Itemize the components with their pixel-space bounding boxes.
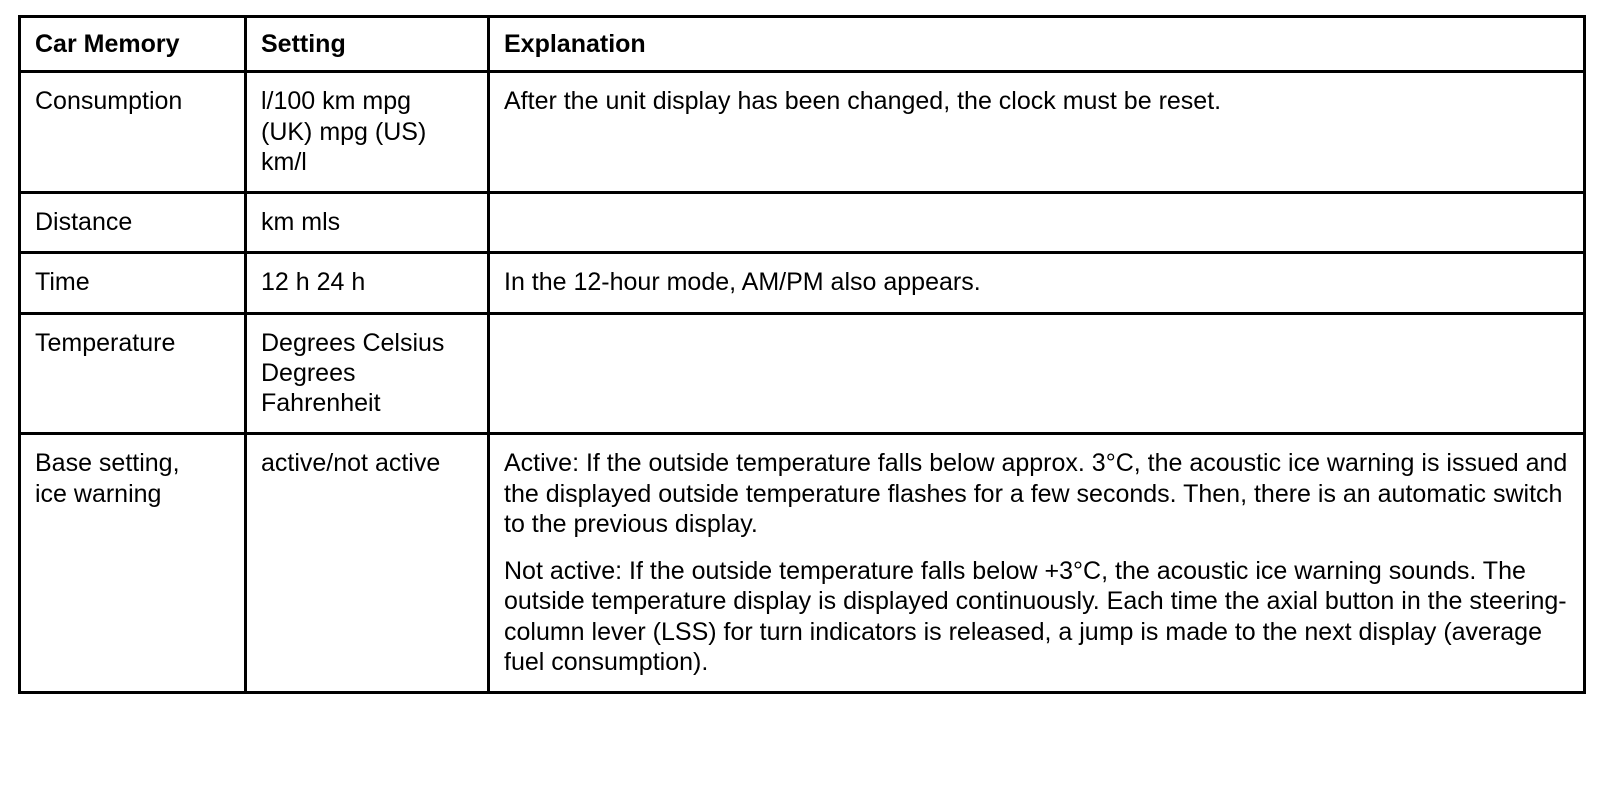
table-row: Distance km mls	[18, 190, 1586, 255]
cell-explanation: Active: If the outside temperature falls…	[487, 432, 1586, 694]
explanation-paragraph: In the 12-hour mode, AM/PM also appears.	[504, 268, 981, 297]
cell-setting: 12 h 24 h	[244, 251, 490, 315]
cell-car-memory: Time	[18, 251, 247, 315]
explanation-paragraph: After the unit display has been changed,…	[504, 87, 1222, 116]
column-header-explanation: Explanation	[487, 14, 1586, 74]
explanation-paragraph: Not active: If the outside temperature f…	[504, 557, 1567, 676]
table-header-row: Car Memory Setting Explanation	[18, 14, 1586, 74]
cell-setting: Degrees Celsius Degrees Fahrenheit	[244, 311, 490, 436]
setting-line: Fahrenheit	[261, 389, 381, 417]
table-row: Consumption l/100 km mpg (UK) mpg (US) k…	[18, 70, 1586, 194]
setting-line: km/l	[261, 147, 307, 176]
car-memory-settings-table: Car Memory Setting Explanation Consumpti…	[18, 14, 1586, 694]
cell-car-memory: Temperature	[18, 311, 247, 436]
column-header-car-memory: Car Memory	[18, 14, 247, 74]
setting-line: l/100 km mpg	[261, 87, 412, 116]
cell-explanation: After the unit display has been changed,…	[487, 70, 1586, 194]
cell-car-memory: Base setting, ice warning	[18, 432, 247, 694]
car-memory-line: ice warning	[35, 479, 162, 508]
setting-line: active/not active	[261, 449, 441, 478]
setting-line: (UK) mpg (US)	[261, 117, 427, 146]
setting-line: km mls	[261, 208, 341, 236]
table-row: Base setting, ice warning active/not act…	[18, 432, 1586, 694]
cell-setting: active/not active	[244, 432, 490, 694]
table-row: Time 12 h 24 h In the 12-hour mode, AM/P…	[18, 251, 1586, 315]
cell-explanation	[487, 190, 1586, 255]
cell-setting: l/100 km mpg (UK) mpg (US) km/l	[244, 70, 490, 194]
setting-line: Degrees Celsius	[261, 328, 445, 357]
car-memory-line: Base setting,	[35, 449, 180, 478]
setting-line: Degrees	[261, 358, 356, 387]
cell-car-memory: Consumption	[18, 70, 247, 194]
column-header-setting: Setting	[244, 14, 490, 74]
table-row: Temperature Degrees Celsius Degrees Fahr…	[18, 311, 1586, 436]
cell-explanation	[487, 311, 1586, 436]
cell-setting: km mls	[244, 190, 490, 255]
setting-line: 12 h 24 h	[261, 268, 366, 297]
explanation-paragraph: Active: If the outside temperature falls…	[504, 449, 1568, 538]
cell-car-memory: Distance	[18, 190, 247, 255]
cell-explanation: In the 12-hour mode, AM/PM also appears.	[487, 251, 1586, 315]
